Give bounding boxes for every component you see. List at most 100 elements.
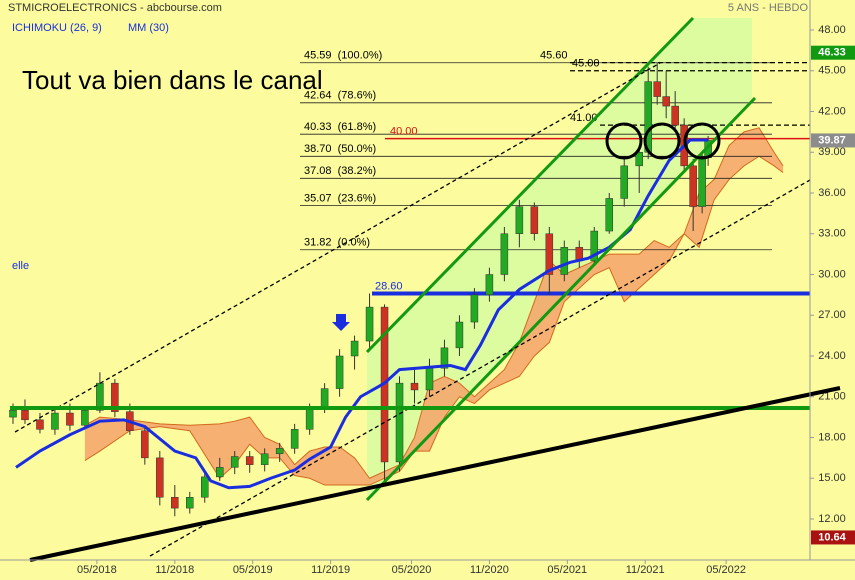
fib-label: 40.33 (61.8%) — [304, 121, 376, 133]
candle-body — [545, 233, 554, 275]
y-tick-label: 39.00 — [818, 146, 846, 158]
candle-body — [698, 157, 706, 207]
candle-body — [9, 410, 17, 418]
candle-body — [245, 456, 254, 465]
candle-body — [171, 496, 179, 509]
candle-body — [590, 230, 599, 262]
candle-body — [156, 457, 164, 498]
candle-body — [51, 412, 59, 430]
subtitle: 5 ANS - HEBDO — [728, 2, 809, 14]
candle-body — [620, 165, 628, 199]
candle-body — [410, 382, 419, 391]
y-tick-label: 48.00 — [818, 24, 846, 36]
candle-body — [141, 430, 149, 459]
candle-body — [81, 410, 89, 426]
trend-line — [29, 386, 841, 562]
x-tick-label: 05/2020 — [392, 564, 432, 576]
y-tick-label: 42.00 — [818, 105, 846, 117]
y-tick-label: 36.00 — [818, 187, 846, 199]
price-badge-label: 46.33 — [818, 47, 846, 59]
y-tick-label: 27.00 — [818, 309, 846, 321]
candle-body — [96, 382, 104, 411]
fib-label: 31.82 (0.0%) — [304, 237, 370, 249]
cloud — [84, 127, 784, 486]
candle-body — [186, 496, 194, 509]
candle-body — [440, 347, 449, 369]
candle-body — [66, 412, 74, 426]
price-level-label: 45.60 — [540, 50, 568, 62]
y-tick-label: 33.00 — [818, 228, 846, 240]
fib-label: 45.59 (100.0%) — [304, 50, 382, 62]
fib-label: 38.70 (50.0%) — [304, 143, 376, 155]
candle-body — [671, 105, 679, 126]
candle-body — [689, 165, 697, 207]
y-tick-label: 45.00 — [818, 65, 846, 77]
y-tick-label: 15.00 — [818, 472, 846, 484]
x-tick-label: 11/2020 — [470, 564, 509, 576]
price-badge-label: 39.87 — [818, 134, 846, 146]
price-badge — [811, 133, 855, 148]
candle-body — [260, 453, 269, 465]
candle-body — [305, 408, 314, 430]
y-tick-label: 24.00 — [818, 350, 846, 362]
candle-body — [605, 198, 614, 232]
dashed-trend — [149, 179, 811, 557]
x-tick-label: 05/2018 — [77, 564, 117, 576]
y-tick-label: 12.00 — [818, 513, 846, 525]
candle-body — [500, 233, 509, 275]
annotation: Tout va bien dans le canal — [22, 65, 323, 95]
title: STMICROELECTRONICS - abcbourse.com — [8, 2, 222, 14]
channel-line — [365, 16, 695, 354]
candle-body — [275, 448, 284, 455]
circle — [683, 122, 721, 160]
drawings-over — [0, 0, 855, 562]
moving-average — [15, 138, 709, 490]
candle-body — [320, 388, 329, 410]
arrow — [332, 314, 350, 331]
circle — [643, 122, 681, 160]
y-tick-label: 21.00 — [818, 391, 846, 403]
candle-body — [230, 456, 239, 468]
candle-body — [350, 340, 359, 357]
price-level-label: 40.00 — [390, 126, 418, 138]
candle-body — [515, 206, 524, 235]
x-tick-label: 11/2019 — [311, 564, 350, 576]
candle-body — [455, 321, 464, 349]
x-tick-label: 05/2019 — [233, 564, 273, 576]
x-tick-label: 05/2022 — [706, 564, 746, 576]
fib-label: 37.08 (38.2%) — [304, 165, 376, 177]
cloud-edge — [84, 127, 784, 479]
candle-body — [635, 152, 643, 167]
candle-body — [215, 467, 224, 478]
price-badge-label: 10.64 — [818, 531, 846, 543]
x-tick-label: 05/2021 — [547, 564, 587, 576]
candle-body — [425, 367, 434, 391]
price-badge — [811, 530, 855, 545]
price-level-label: 45.00 — [572, 58, 600, 70]
candle-body — [111, 382, 119, 412]
candle-body — [653, 81, 661, 97]
cloud-edge — [84, 155, 784, 486]
candle-body — [395, 382, 404, 463]
candle-body — [36, 419, 44, 430]
dashed-trend — [14, 62, 661, 433]
channel-line — [365, 96, 757, 502]
y-tick-label: 18.00 — [818, 431, 846, 443]
price-badge — [811, 45, 855, 60]
side-label: elle — [12, 260, 29, 272]
candle-body — [485, 274, 494, 296]
candle-body — [470, 294, 479, 323]
candle-body — [365, 306, 374, 342]
candle-body — [201, 476, 209, 498]
candle-body — [290, 429, 299, 449]
candle-body — [21, 410, 29, 421]
price-level-label: 28.60 — [375, 280, 403, 292]
circle — [605, 122, 643, 160]
legend-entry: ICHIMOKU (26, 9) — [12, 22, 102, 34]
fib-label: 35.07 (23.6%) — [304, 193, 376, 205]
candle-body — [662, 96, 670, 107]
candle-body — [560, 247, 569, 275]
x-tick-label: 11/2021 — [626, 564, 665, 576]
y-tick-label: 30.00 — [818, 268, 846, 280]
